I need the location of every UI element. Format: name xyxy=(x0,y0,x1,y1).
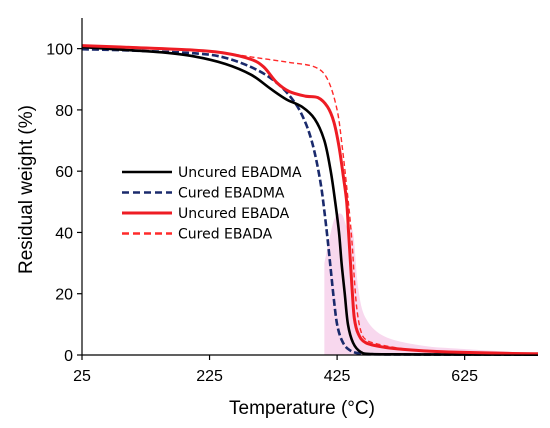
legend-label-0: Uncured EBADMA xyxy=(178,165,302,181)
x-tick-label: 25 xyxy=(73,368,91,385)
axes xyxy=(81,18,538,356)
legend-label-3: Cured EBADA xyxy=(178,227,273,243)
y-tick-label: 80 xyxy=(55,103,73,120)
x-tick-label: 625 xyxy=(451,368,478,385)
series-line-1 xyxy=(81,47,539,356)
y-tick-label: 100 xyxy=(46,42,73,59)
shaded-region xyxy=(324,213,538,355)
y-axis-title: Residual weight (%) xyxy=(16,105,37,274)
legend: Uncured EBADMA Cured EBADMA Uncured EBADA C… xyxy=(122,165,302,243)
x-axis-title: Temperature (°C) xyxy=(229,398,375,419)
y-ticks: 0 20 40 60 80 100 xyxy=(46,42,82,365)
shaded-region-layer xyxy=(324,213,538,355)
series-layer xyxy=(81,44,539,356)
series-line-2 xyxy=(81,44,539,356)
x-tick-label: 225 xyxy=(196,368,223,385)
series-line-0 xyxy=(81,45,539,356)
y-tick-label: 40 xyxy=(55,225,73,242)
y-tick-label: 0 xyxy=(64,348,73,365)
x-ticks: 25 225 425 625 xyxy=(73,355,478,385)
legend-label-2: Uncured EBADA xyxy=(178,206,290,222)
y-tick-label: 20 xyxy=(55,287,73,304)
series-line-3 xyxy=(81,44,539,355)
legend-label-1: Cured EBADMA xyxy=(178,186,285,202)
x-tick-label: 425 xyxy=(324,368,351,385)
y-tick-label: 60 xyxy=(55,164,73,181)
